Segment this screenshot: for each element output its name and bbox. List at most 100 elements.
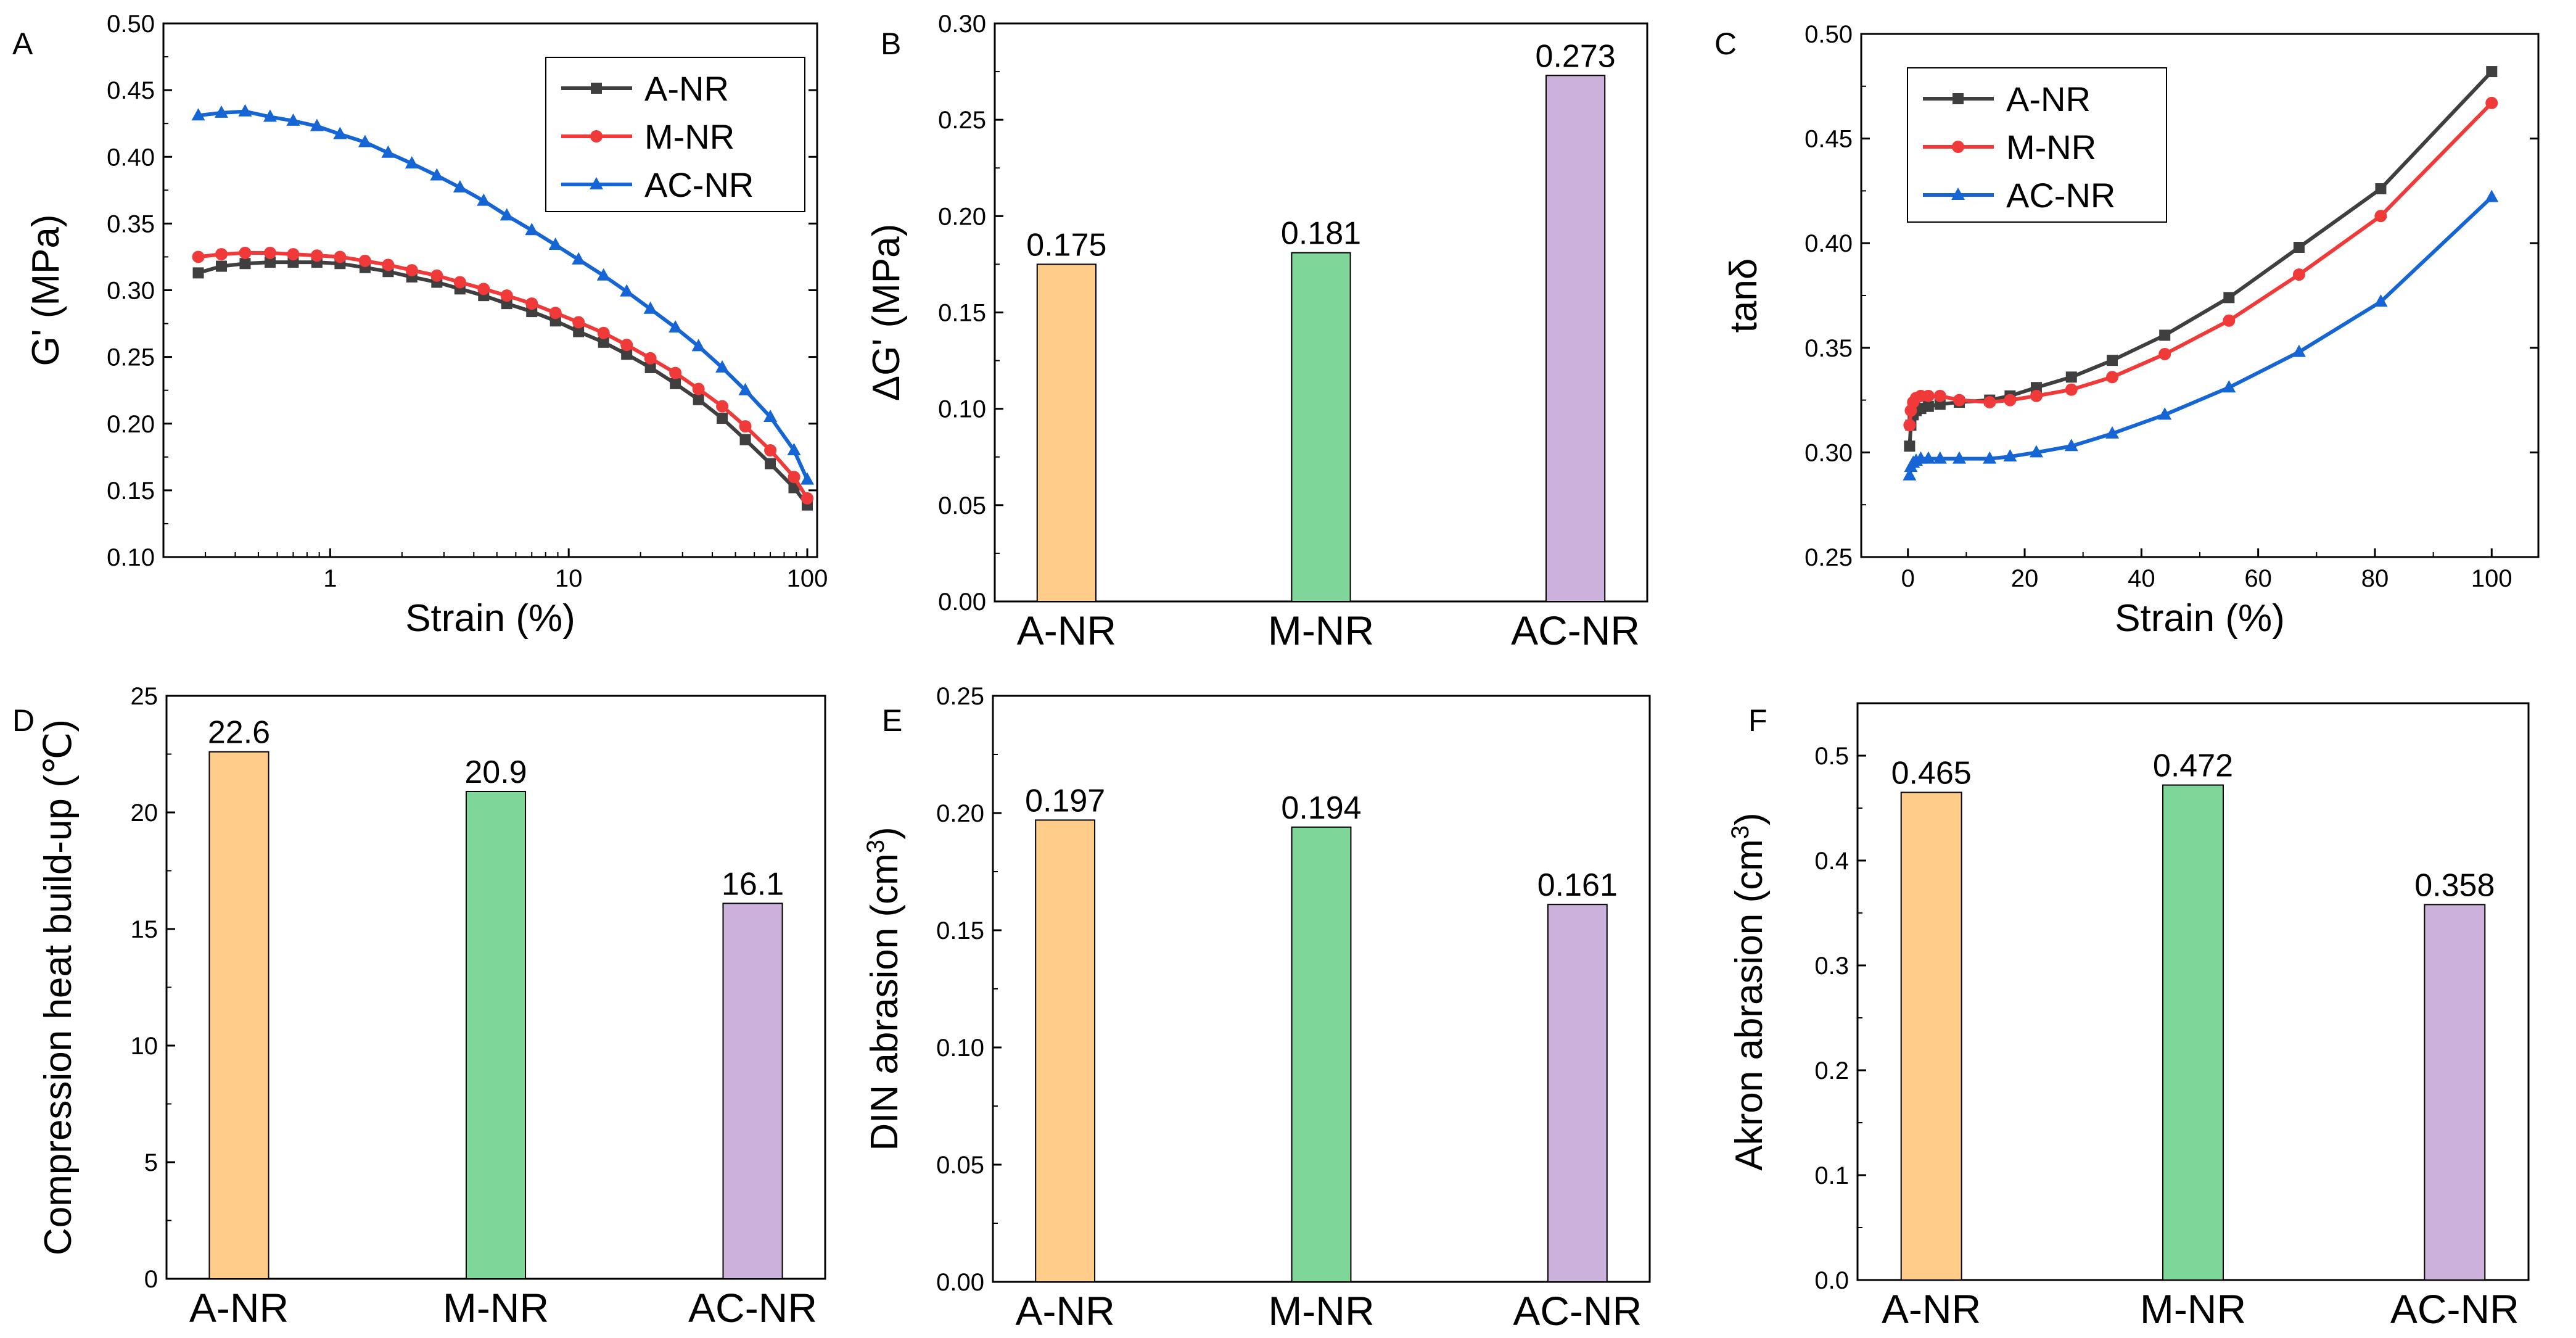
y-tick-label: 15: [131, 916, 158, 943]
category-label-ac-nr: AC-NR: [1511, 608, 1640, 653]
data-point-ac-nr: [2003, 449, 2017, 462]
data-point-ac-nr: [763, 409, 778, 422]
bar-ac-nr: [1547, 904, 1608, 1282]
data-point-m-nr: [192, 250, 205, 263]
data-point-m-nr: [2030, 389, 2043, 402]
data-point-m-nr: [1933, 389, 1946, 402]
y-tick-label: 0.35: [107, 210, 155, 237]
bar-m-nr: [465, 790, 527, 1279]
data-point-m-nr: [382, 258, 395, 271]
data-point-a-nr: [670, 378, 681, 389]
data-point-m-nr: [2292, 268, 2305, 281]
data-point-ac-nr: [238, 104, 252, 117]
y-tick-label: 0.15: [936, 917, 984, 944]
data-point-m-nr: [716, 400, 729, 413]
y-tick-label: 0.45: [1804, 126, 1853, 153]
category-label-ac-nr: AC-NR: [688, 1285, 817, 1331]
data-point-m-nr: [1903, 419, 1916, 432]
data-point-m-nr: [739, 420, 752, 433]
y-tick-label: 0.3: [1814, 952, 1849, 980]
x-tick-label: 60: [2244, 565, 2272, 592]
y-tick-label: 0.05: [938, 492, 986, 519]
y-axis-label-text: Akron abrasion (cm: [1728, 839, 1771, 1171]
data-point-ac-nr: [453, 180, 467, 192]
panel-letter: D: [12, 703, 35, 738]
series-ac-nr: [191, 104, 814, 485]
data-point-ac-nr: [787, 443, 801, 455]
y-axis-label-text: ΔG' (MPa): [865, 224, 908, 401]
data-point-a-nr: [2486, 66, 2498, 78]
chart-panel-d: 0 5 10 15 20 25 22.6 A-NR 20.9 M-NR 16.1 AC-NR Compr…: [12, 683, 826, 1331]
y-tick-label: 0.1: [1814, 1162, 1849, 1189]
data-point-ac-nr: [405, 156, 419, 169]
y-tick-label: 0.15: [107, 477, 155, 505]
panel-letter: E: [882, 703, 902, 738]
data-point-a-nr: [2107, 355, 2118, 366]
series-m-nr: [1903, 96, 2498, 432]
data-point-ac-nr: [1921, 451, 1935, 464]
data-point-a-nr: [621, 349, 633, 360]
category-label-m-nr: M-NR: [443, 1285, 549, 1331]
x-axis-label: Strain (%): [2115, 597, 2285, 640]
y-tick-label: 0.25: [107, 344, 155, 371]
data-point-m-nr: [500, 289, 513, 302]
data-point-m-nr: [525, 297, 538, 310]
data-point-a-nr: [2159, 329, 2171, 341]
data-point-m-nr: [239, 246, 252, 259]
data-point-a-nr: [598, 336, 609, 348]
data-point-a-nr: [693, 394, 704, 405]
data-point-a-nr: [1904, 440, 1916, 452]
bar-a-nr: [1036, 263, 1097, 602]
data-point-ac-nr: [215, 105, 229, 118]
data-point-m-nr: [692, 382, 705, 395]
y-tick-label: 0.35: [1804, 335, 1853, 362]
legend: A-NR M-NR AC-NR: [545, 57, 805, 212]
data-point-m-nr: [644, 352, 657, 365]
bar-ac-nr: [1545, 75, 1606, 602]
data-point-m-nr: [764, 444, 777, 456]
bar-ac-nr: [2424, 904, 2486, 1281]
data-point-m-nr: [358, 254, 371, 267]
data-point-ac-nr: [381, 145, 395, 158]
y-tick-label: 0.50: [1804, 21, 1853, 48]
y-tick-label: 0.2: [1814, 1057, 1849, 1084]
data-point-a-nr: [717, 413, 728, 424]
y-tick-label: 0.40: [107, 144, 155, 171]
data-point-ac-nr: [548, 237, 562, 250]
bar-m-nr: [1291, 252, 1351, 602]
series-line-m-nr: [198, 251, 809, 500]
y-axis-label: DIN abrasion (cm3): [862, 827, 906, 1150]
bar-value-label-ac-nr: 0.358: [2414, 867, 2495, 903]
y-tick-label: 0.05: [936, 1152, 984, 1179]
data-point-ac-nr: [1983, 451, 1997, 464]
y-axis-label-sup: 3: [1727, 825, 1754, 839]
data-point-m-nr: [2485, 96, 2498, 109]
y-tick-label: 0.25: [936, 683, 984, 710]
y-tick-label: 0.20: [107, 411, 155, 438]
y-tick-label: 25: [131, 683, 158, 710]
data-point-m-nr: [800, 492, 813, 505]
data-point-m-nr: [405, 264, 418, 277]
data-point-ac-nr: [643, 301, 657, 314]
y-tick-label: 0.25: [1804, 544, 1853, 571]
data-point-m-nr: [477, 283, 490, 295]
data-point-ac-nr: [191, 108, 205, 121]
data-point-ac-nr: [2064, 439, 2078, 452]
y-axis-label: Compression heat build-up (℃): [37, 719, 80, 1255]
data-point-a-nr: [1934, 399, 1946, 410]
bar-ac-nr: [722, 902, 783, 1280]
data-point-a-nr: [192, 267, 204, 279]
y-tick-label: 0.10: [936, 1034, 984, 1062]
category-label-a-nr: A-NR: [1015, 1288, 1114, 1334]
data-point-ac-nr: [477, 193, 491, 206]
data-point-m-nr: [453, 276, 466, 289]
y-tick-label: 0.00: [938, 588, 986, 616]
data-point-ac-nr: [430, 168, 444, 181]
x-tick-label: 80: [2361, 565, 2389, 592]
data-point-ac-nr: [800, 472, 814, 485]
data-point-ac-nr: [2222, 380, 2236, 393]
y-axis-label: ΔG' (MPa): [865, 224, 908, 401]
bar-a-nr: [208, 751, 270, 1279]
bar-value-label-a-nr: 0.465: [1891, 756, 1972, 791]
